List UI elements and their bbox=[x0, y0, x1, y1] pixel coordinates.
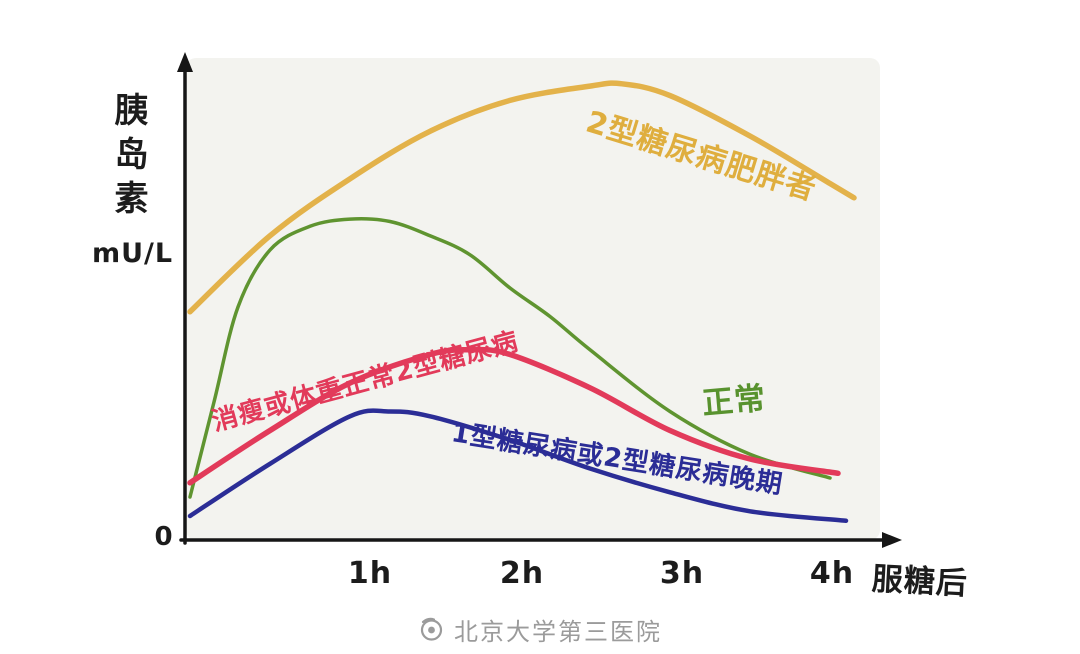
y-axis-unit-label: mU/L bbox=[92, 238, 174, 269]
origin-label: 0 bbox=[154, 522, 174, 552]
curve-label-normal: 正常 bbox=[700, 380, 768, 422]
x-tick-2h: 2h bbox=[499, 556, 545, 591]
x-axis-arrow-icon bbox=[882, 532, 902, 548]
curve-t2dm-lean bbox=[187, 346, 841, 486]
x-axis-label: 服糖后 bbox=[870, 561, 969, 603]
x-tick-4h: 4h bbox=[809, 556, 855, 591]
y-axis-arrow-icon bbox=[177, 52, 193, 72]
x-tick-3h: 3h bbox=[659, 556, 705, 591]
curve-t2dm-obese bbox=[187, 80, 857, 315]
hospital-eye-logo-icon bbox=[420, 617, 443, 641]
curve-normal bbox=[188, 216, 832, 499]
curve-t1dm-late bbox=[187, 408, 849, 524]
axis-arrowheads bbox=[177, 52, 902, 548]
watermark: 北京大学第三医院 bbox=[0, 612, 1080, 647]
curves bbox=[187, 80, 857, 524]
watermark-text: 北京大学第三医院 bbox=[454, 618, 662, 646]
axes bbox=[179, 68, 888, 545]
y-axis-label: 胰岛素 bbox=[108, 92, 148, 224]
x-tick-1h: 1h bbox=[347, 556, 393, 591]
